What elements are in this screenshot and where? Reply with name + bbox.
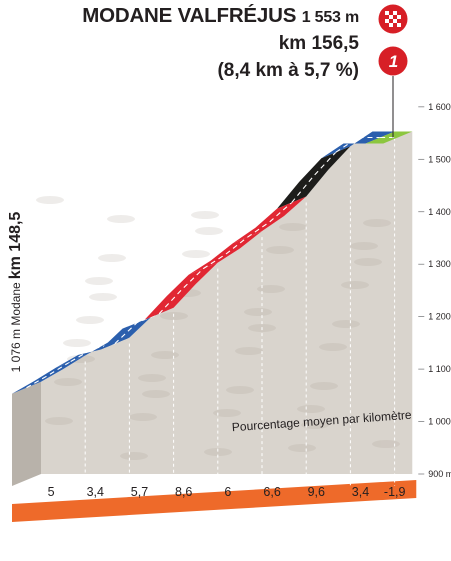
y-tick-label: 1 200 m (428, 312, 451, 322)
terrain-texture-spot (45, 417, 73, 425)
terrain-texture-spot (301, 421, 329, 429)
terrain-texture-spot (332, 320, 360, 328)
ground-strip (12, 480, 417, 522)
km-gradient-label: 8,6 (175, 485, 192, 499)
road-centerline (158, 268, 204, 315)
x-tick-label: 7 (344, 511, 350, 523)
terrain-texture-spot (129, 413, 157, 421)
terrain-texture-spot (120, 452, 148, 460)
y-tick-label: 1 100 m (428, 364, 451, 374)
terrain-texture-spot (363, 219, 391, 227)
x-tick-label: 2 (123, 518, 129, 530)
terrain-texture-spot (310, 382, 338, 390)
terrain-texture-spot (98, 254, 126, 262)
y-tick-label: 1 400 m (428, 207, 451, 217)
terrain-texture-spot (266, 246, 294, 254)
road-segment (144, 262, 218, 320)
terrain-texture-spot (54, 378, 82, 386)
finish-altitude: 1 553 m (301, 9, 360, 26)
terrain-front-face (12, 381, 41, 486)
terrain-texture-spot (151, 351, 179, 359)
km-gradient-label: 3,4 (352, 485, 369, 499)
road-segment (277, 146, 351, 209)
terrain-texture-spot (341, 281, 369, 289)
km-gradient-label: 6 (224, 485, 231, 499)
terrain-texture-spot (354, 258, 382, 266)
terrain-texture-spot (142, 390, 170, 398)
terrain-texture (36, 196, 400, 460)
x-tick-label: 8 (389, 510, 395, 522)
terrain-texture-spot (226, 386, 254, 394)
y-tick-label: 1 600 m (428, 102, 451, 112)
terrain-texture-spot (195, 227, 223, 235)
terrain-texture-spot (235, 347, 263, 355)
terrain-texture-spot (76, 316, 104, 324)
road-centerline (291, 151, 337, 203)
y-tick-label: 1 000 m (428, 417, 451, 427)
climb-number-icon: 1 (378, 46, 408, 76)
terrain-texture-spot (279, 223, 307, 231)
road-segment (321, 131, 395, 159)
terrain-texture-spot (319, 343, 347, 351)
checkered-flag-icon (378, 4, 408, 34)
road-centerline (247, 202, 293, 238)
km-gradient-label: 5 (48, 485, 55, 499)
x-tick-label: 6 (300, 513, 306, 525)
terrain-texture-spot (372, 440, 400, 448)
terrain-texture-spot (257, 285, 285, 293)
y-tick-label: 1 300 m (428, 259, 451, 269)
terrain-texture-spot (63, 339, 91, 347)
terrain-texture-spot (191, 211, 219, 219)
terrain-texture-spot (213, 409, 241, 417)
finish-name-line: MODANE VALFRÉJUS 1 553 m (82, 4, 359, 28)
terrain-texture-spot (204, 448, 232, 456)
climb-number: 1 (389, 52, 398, 71)
terrain-texture-spot (350, 242, 378, 250)
km-gradient-label: 6,6 (263, 485, 280, 499)
terrain-texture-spot (288, 444, 316, 452)
terrain-texture-spot (244, 308, 272, 316)
km-gradient-label: 5,7 (131, 485, 148, 499)
terrain-texture-spot (89, 293, 117, 301)
x-tick-label: 1 (79, 520, 85, 532)
y-tick-label: 900 m (428, 469, 451, 479)
start-altitude-place: 1 076 m Modane (9, 282, 23, 373)
start-km: km 148,5 (7, 211, 24, 280)
finish-name: MODANE VALFRÉJUS (82, 4, 297, 27)
terrain-texture-spot (107, 215, 135, 223)
terrain-texture-spot (85, 277, 113, 285)
y-tick-label: 1 500 m (428, 154, 451, 164)
terrain-fill (41, 131, 413, 474)
km-gradient-label: 3,4 (87, 485, 104, 499)
road-segment (188, 231, 262, 275)
km-gradient-label: -1,9 (384, 485, 406, 499)
road-segment (365, 131, 413, 144)
x-tick-label: 4 (212, 515, 219, 527)
x-tick-label: 0 (33, 521, 39, 533)
road-segment (12, 355, 86, 394)
terrain-texture-spot (182, 250, 210, 258)
finish-km: km 156,5 (278, 33, 359, 54)
terrain-texture-spot (138, 374, 166, 382)
road-segment (100, 307, 174, 350)
x-tick-label: 5 (256, 514, 262, 526)
terrain-texture-spot (36, 196, 64, 204)
x-tick-label: 3 (168, 517, 174, 529)
road-segment (233, 196, 307, 244)
terrain-texture-spot (297, 405, 325, 413)
km-gradient-label: 9,6 (308, 485, 325, 499)
climb-gradient-summary: (8,4 km à 5,7 %) (217, 60, 359, 81)
